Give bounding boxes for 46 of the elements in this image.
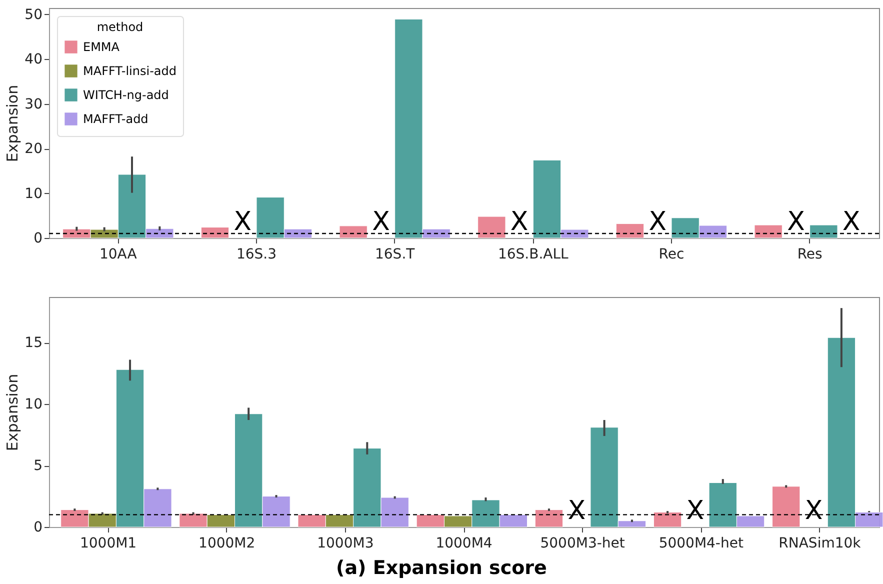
x-tick-label: 5000M4-het [658, 536, 744, 552]
x-tick-label: RNASim10k [778, 536, 862, 552]
text: (a) Expansion score [335, 557, 548, 579]
x-tick-label: 16S.3 [236, 246, 277, 262]
x-tick-label: 5000M3-het [540, 536, 626, 552]
annotation: X [510, 207, 528, 237]
annotation: X [842, 207, 860, 237]
x-tick-label: 1000M1 [80, 536, 137, 552]
x-tick-label: 1000M2 [198, 536, 256, 552]
y-tick-label: 10 [24, 186, 42, 202]
y-tick-label: 0 [34, 520, 42, 536]
x-tick-label: Res [797, 246, 822, 262]
y-tick-label: 10 [24, 396, 42, 413]
bar [616, 223, 644, 238]
y-axis-title: Expansion [4, 374, 22, 452]
annotation: X [648, 207, 667, 237]
y-tick-label: 0 [34, 230, 42, 246]
y-tick-label: 30 [24, 96, 42, 112]
annotation: X [787, 207, 805, 237]
y-axis-title: Expansion [4, 84, 22, 162]
x-tick-label: 10AA [99, 246, 138, 262]
x-tick-label: Rec [658, 246, 684, 262]
bar [772, 486, 800, 528]
legend-label: MAFFT-add [83, 112, 148, 126]
annotation: X [234, 207, 252, 237]
x-tick-label: 1000M3 [317, 536, 374, 552]
y-tick-label: 15 [24, 335, 42, 352]
bar [478, 216, 506, 238]
legend-label: MAFFT-linsi-add [83, 64, 176, 78]
x-tick-label: 1000M4 [436, 536, 492, 552]
bar [810, 224, 838, 238]
y-tick-label: 5 [34, 458, 42, 474]
y-tick-label: 20 [24, 141, 42, 158]
bar [653, 512, 682, 528]
annotation: X [372, 207, 390, 237]
legend-label: WITCH-ng-add [83, 88, 169, 102]
bar [534, 510, 564, 528]
x-tick-label: 16S.T [374, 246, 416, 262]
bar [339, 226, 368, 238]
y-tick-label: 40 [24, 52, 42, 68]
legend-label: EMMA [83, 40, 120, 54]
x-tick-label: 16S.B.ALL [498, 246, 569, 262]
y-tick-label: 50 [24, 6, 42, 23]
legend-title: method [96, 20, 144, 34]
bar [754, 224, 782, 238]
bar [200, 227, 230, 238]
